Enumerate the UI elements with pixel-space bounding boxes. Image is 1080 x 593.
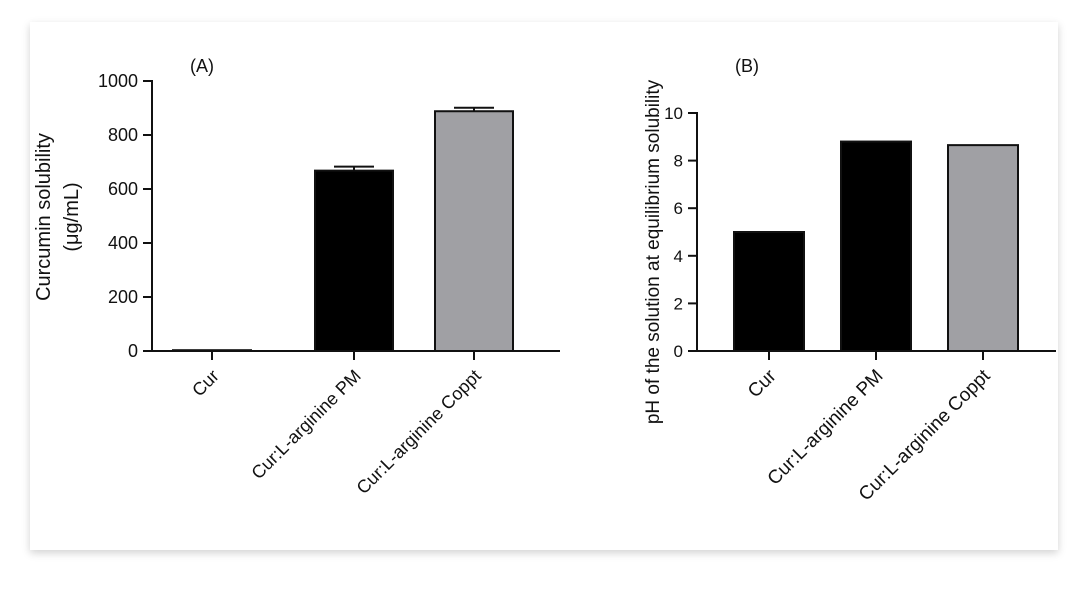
- panel-a-x-tick-label: Cur:L-arginine Coppt: [353, 366, 485, 498]
- panel-b-y-tick-label: 2: [674, 294, 683, 313]
- panel-a-ylabel-line2: (μg/mL): [61, 182, 83, 251]
- panel-b-bars: [733, 140, 1019, 352]
- panel-b-bar: [733, 231, 805, 352]
- panel-a-y-tick-label: 800: [108, 125, 138, 145]
- panel-a-y-tick-label: 200: [108, 287, 138, 307]
- panel-a-x-tick-label: Cur: [188, 366, 223, 401]
- panel-b: (B) pH of the solution at equilibrium so…: [643, 56, 1056, 505]
- panel-b-y-ticks: 0 2 4 6 8 10: [664, 104, 697, 361]
- panel-a-y-tick-label: 400: [108, 233, 138, 253]
- panel-a-ylabel-line1: Curcumin solubility: [33, 133, 55, 301]
- panel-b-y-tick-label: 4: [674, 247, 683, 266]
- panel-b-y-tick-label: 8: [674, 152, 683, 171]
- panel-b-y-tick-label: 10: [664, 104, 683, 123]
- panel-a-y-tick-label: 600: [108, 179, 138, 199]
- panel-b-x-tick-label: Cur: [744, 365, 781, 402]
- panel-a-label: (A): [190, 56, 214, 76]
- panel-a-x-tick-label: Cur:L-arginine PM: [247, 366, 364, 483]
- panel-a-bar: [314, 169, 394, 352]
- panel-b-ylabel: pH of the solution at equilibrium solubi…: [643, 79, 664, 424]
- panel-b-bar: [947, 144, 1019, 352]
- panel-b-y-tick-label: 6: [674, 199, 683, 218]
- panel-a: (A) Curcumin solubility (μg/mL) 0 200 400 6…: [33, 56, 560, 498]
- panel-b-x-tick-label: Cur:L-arginine PM: [764, 366, 888, 490]
- panel-b-label: (B): [735, 56, 759, 76]
- panel-a-bar: [434, 110, 514, 352]
- panel-b-bar: [840, 140, 912, 352]
- panel-a-y-tick-label: 1000: [98, 71, 138, 91]
- panel-b-y-tick-label: 0: [674, 342, 683, 361]
- panel-a-bars: [172, 106, 514, 353]
- panel-a-y-tick-label: 0: [128, 341, 138, 361]
- panel-a-y-ticks: 0 200 400 600 800 1000: [98, 71, 152, 361]
